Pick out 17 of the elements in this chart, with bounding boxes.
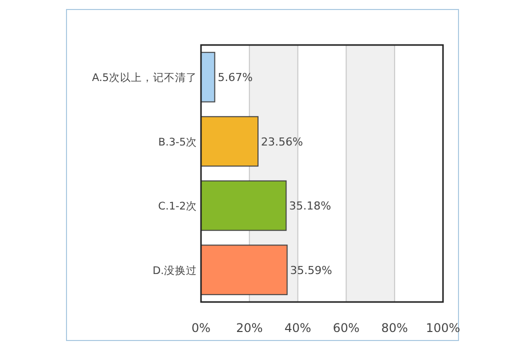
x-tick-label: 40% [284, 321, 312, 335]
data-label: 5.67% [218, 71, 253, 84]
bar [200, 116, 259, 167]
x-tick-label: 60% [332, 321, 360, 335]
y-tick-label: B.3-5次 [158, 136, 197, 148]
y-tick-label: A.5次以上，记不清了 [92, 71, 197, 84]
x-tick-label: 100% [426, 321, 460, 335]
bar [200, 180, 287, 231]
x-tick-label: 0% [191, 321, 211, 335]
y-tick-label: C.1-2次 [158, 200, 197, 213]
x-tick-label: 80% [381, 321, 408, 335]
data-label: 35.59% [290, 264, 332, 277]
data-label: 35.18% [289, 200, 332, 213]
y-tick-label: D.没换过 [152, 264, 197, 277]
bar [200, 244, 288, 296]
data-label: 23.56% [261, 135, 303, 148]
x-tick-label: 20% [236, 321, 263, 335]
